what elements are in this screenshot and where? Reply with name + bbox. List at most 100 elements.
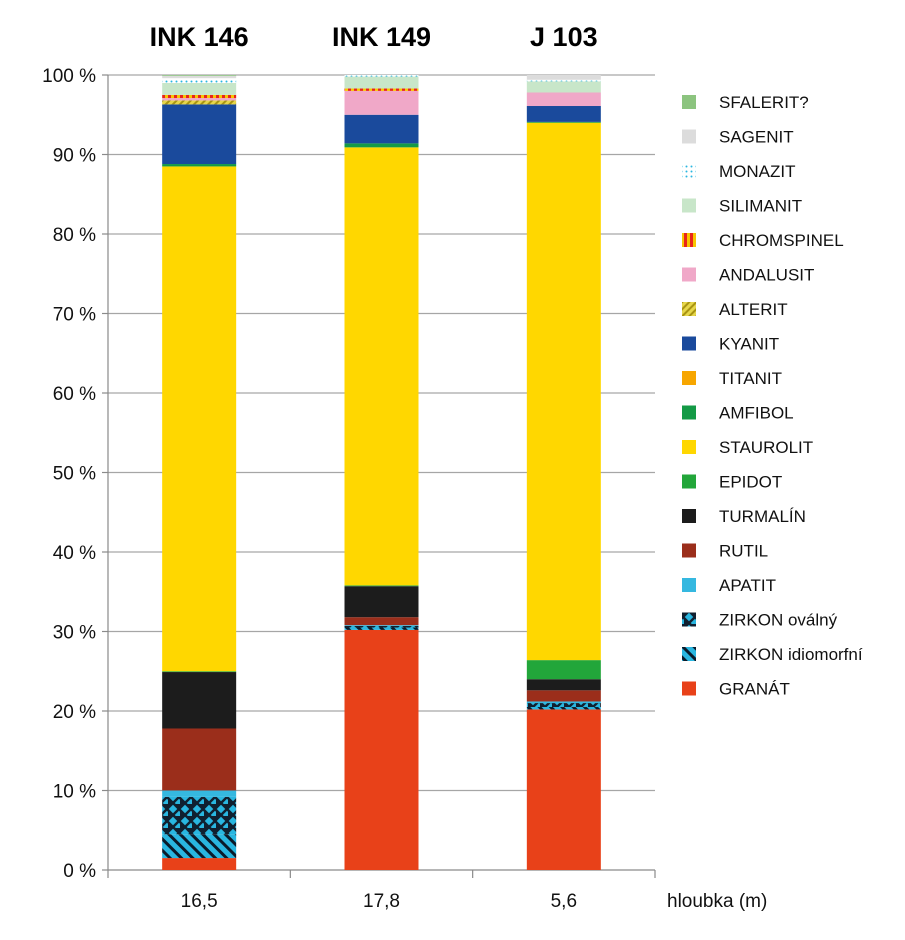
x-tick-label: 17,8 <box>363 891 400 912</box>
bar-segment <box>344 625 419 626</box>
legend-item: RUTIL <box>682 542 768 561</box>
category-titles: INK 146 INK 149 J 103 <box>150 22 598 52</box>
x-axis: 16,5 17,8 5,6 <box>107 870 656 912</box>
y-tick-label: 30 % <box>53 623 96 644</box>
bar-segment <box>526 122 601 661</box>
bar-segment <box>162 796 237 835</box>
bar-segment <box>344 76 419 89</box>
y-axis: 0 % 10 % 20 % 30 % 40 % 50 % 60 % 70 % 80 % 90 % 1… <box>42 66 109 882</box>
category-title: INK 146 <box>150 22 249 52</box>
legend-item: KYANIT <box>682 335 779 354</box>
bar-segment <box>344 75 419 77</box>
legend-swatch <box>682 302 696 316</box>
bar-segment <box>344 586 419 618</box>
legend-item: STAUROLIT <box>682 438 813 457</box>
bar-segment <box>344 625 419 628</box>
y-tick-label: 100 % <box>42 66 96 87</box>
y-tick-label: 50 % <box>53 464 96 485</box>
y-tick-label: 40 % <box>53 543 96 564</box>
legend-label: RUTIL <box>719 542 768 561</box>
legend-swatch <box>682 543 696 558</box>
legend-swatch <box>682 509 696 523</box>
legend-item: TURMALÍN <box>682 507 806 526</box>
legend-label: ZIRKON idiomorfní <box>719 645 863 664</box>
bar-segment <box>162 75 237 79</box>
legend-label: TURMALÍN <box>719 507 806 526</box>
legend-item: SAGENIT <box>682 128 794 147</box>
legend-swatch <box>682 440 696 454</box>
bar-segment <box>162 82 237 95</box>
category-title: INK 149 <box>332 22 431 52</box>
bar-segment <box>162 790 237 797</box>
legend-item: ZIRKON oválný <box>682 611 838 630</box>
bar-segment <box>526 660 601 680</box>
bar-segment <box>526 79 601 82</box>
legend-swatch <box>682 198 696 213</box>
bar-stack <box>162 75 237 870</box>
bar-segment <box>162 671 237 673</box>
bar-segment <box>526 106 601 122</box>
legend-swatch <box>682 405 696 420</box>
legend-item: ALTERIT <box>682 300 788 319</box>
bars <box>162 75 601 870</box>
x-axis-label: hloubka (m) <box>667 891 767 912</box>
legend: SFALERIT? SAGENIT MONAZIT SILIMANIT CHROMSPI… <box>682 93 863 699</box>
legend-item: AMFIBOL <box>682 404 794 423</box>
bar-segment <box>162 858 237 870</box>
bar-stack <box>526 75 601 870</box>
bar-segment <box>344 627 419 630</box>
legend-label: SILIMANIT <box>719 197 802 216</box>
bar-stack <box>344 75 419 870</box>
legend-label: TITANIT <box>719 369 782 388</box>
legend-item: EPIDOT <box>682 473 782 492</box>
y-tick-label: 20 % <box>53 702 96 723</box>
y-tick-label: 70 % <box>53 305 96 326</box>
legend-item: ANDALUSIT <box>682 266 814 285</box>
legend-swatch <box>682 681 696 696</box>
bar-segment <box>162 104 237 165</box>
legend-swatch <box>682 95 696 109</box>
legend-swatch <box>682 267 696 282</box>
category-title: J 103 <box>530 22 598 52</box>
bar-segment <box>526 121 601 123</box>
bar-segment <box>526 709 601 870</box>
legend-label: STAUROLIT <box>719 438 813 457</box>
legend-item: TITANIT <box>682 369 782 388</box>
bar-segment <box>344 88 419 91</box>
legend-swatch <box>682 578 696 592</box>
y-tick-label: 90 % <box>53 146 96 167</box>
bar-segment <box>526 679 601 691</box>
bar-segment <box>344 147 419 586</box>
y-tick-label: 0 % <box>63 861 96 882</box>
legend-swatch <box>682 474 696 489</box>
legend-item: APATIT <box>682 576 776 595</box>
x-tick-label: 5,6 <box>551 891 577 912</box>
legend-label: ZIRKON oválný <box>719 611 838 630</box>
bar-segment <box>526 703 601 708</box>
bar-segment <box>162 100 237 105</box>
legend-label: KYANIT <box>719 335 779 354</box>
bar-segment <box>344 90 419 115</box>
legend-item: SFALERIT? <box>682 93 809 112</box>
bar-segment <box>162 75 237 76</box>
bar-segment <box>526 690 601 702</box>
bar-segment <box>162 834 237 859</box>
legend-item: CHROMSPINEL <box>682 231 844 250</box>
legend-item: ZIRKON idiomorfní <box>682 645 863 664</box>
legend-swatch <box>682 164 696 178</box>
bar-segment <box>162 728 237 791</box>
legend-swatch <box>682 371 696 385</box>
legend-swatch <box>682 233 696 247</box>
bar-segment <box>162 166 237 672</box>
bar-segment <box>162 98 237 101</box>
y-tick-label: 80 % <box>53 225 96 246</box>
bar-segment <box>162 672 237 729</box>
bar-segment <box>526 701 601 704</box>
legend-label: ANDALUSIT <box>719 266 814 285</box>
bar-segment <box>344 114 419 144</box>
legend-label: APATIT <box>719 576 776 595</box>
bar-segment <box>162 94 237 99</box>
bar-segment <box>162 164 237 167</box>
bar-segment <box>526 81 601 93</box>
